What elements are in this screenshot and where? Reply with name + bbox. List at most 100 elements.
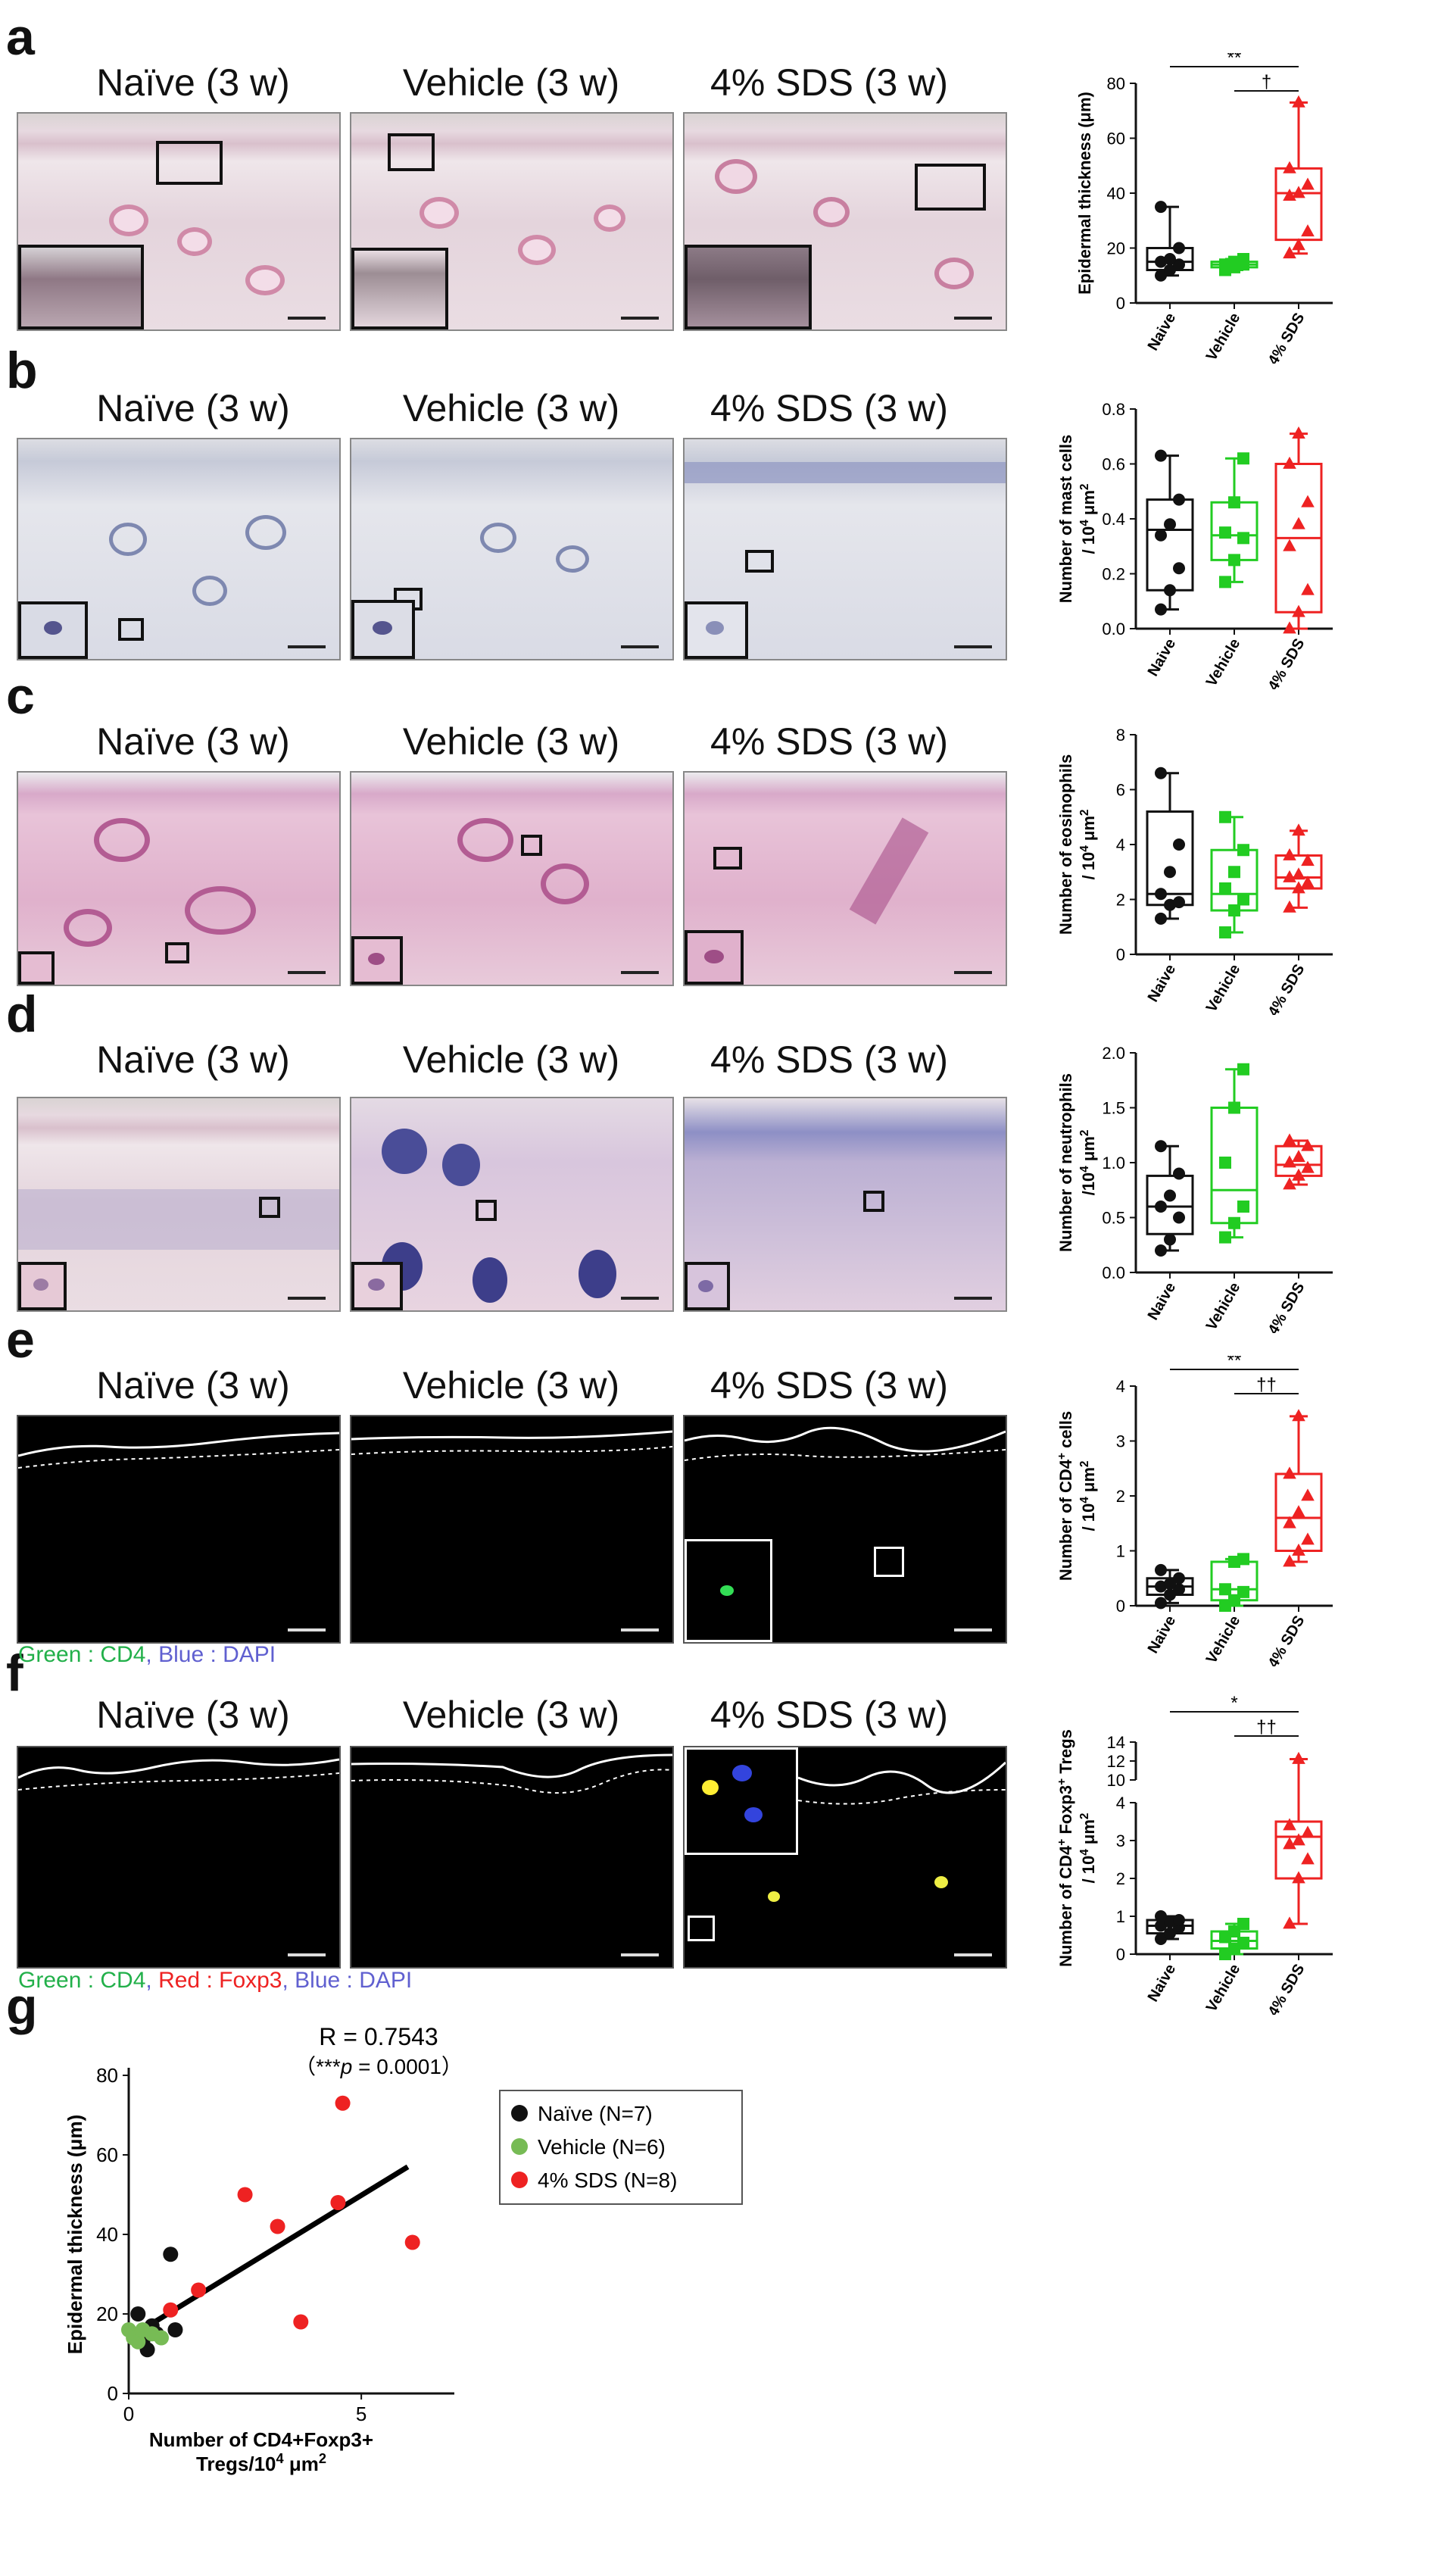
data-point <box>1228 1101 1240 1114</box>
caption-dapi: Blue : DAPI <box>295 1968 413 1993</box>
panel-label-d: d <box>6 985 38 1043</box>
y-tick-label: 2 <box>1116 1869 1125 1888</box>
data-point <box>1219 526 1231 539</box>
x-tick-label: 4% SDS <box>1265 962 1308 1016</box>
panel-label-a: a <box>6 8 35 66</box>
y-axis-label: Number of mast cells <box>1056 435 1075 604</box>
data-point <box>1173 1211 1185 1224</box>
condition-title: 4% SDS (3 w) <box>710 1364 948 1407</box>
epidermis-outline <box>18 1432 339 1469</box>
y-tick-label: 6 <box>1116 781 1125 800</box>
data-point <box>1155 767 1167 779</box>
y-tick-label: 1.5 <box>1102 1099 1125 1118</box>
data-point <box>1283 1133 1296 1146</box>
micrograph-e-vehicle <box>350 1415 674 1644</box>
legend-box <box>499 2090 743 2205</box>
y-tick-label: 0.0 <box>1102 1263 1125 1282</box>
y-tick-label: 40 <box>96 2223 118 2246</box>
condition-title: Vehicle (3 w) <box>402 61 620 104</box>
y-tick-label: 0.2 <box>1102 565 1125 584</box>
data-point <box>1283 1837 1296 1850</box>
data-point <box>1283 1916 1296 1929</box>
x-tick-label: 0 <box>123 2403 134 2425</box>
x-tick-label: Vehicle <box>1203 1613 1244 1667</box>
data-point <box>1301 1488 1315 1501</box>
significance-label: †† <box>1256 1717 1277 1738</box>
micrograph-a-vehicle <box>350 112 674 331</box>
data-point <box>1292 238 1305 251</box>
x-axis-label: Tregs/104 μm2 <box>196 2451 326 2475</box>
data-point <box>1164 866 1176 879</box>
data-point <box>1155 1140 1167 1153</box>
y-tick-label: 4 <box>1116 1377 1125 1396</box>
y-tick-label: 20 <box>1107 239 1125 258</box>
y-tick-label: 8 <box>1116 726 1125 745</box>
x-tick-label: 5 <box>356 2403 366 2425</box>
data-point <box>1164 584 1176 597</box>
legend-marker <box>511 2138 528 2155</box>
y-tick-label: 80 <box>1107 74 1125 93</box>
y-tick-label: 0.4 <box>1102 510 1125 529</box>
y-tick-label: 0.0 <box>1102 620 1125 639</box>
data-point <box>270 2218 285 2234</box>
data-point <box>1173 258 1185 271</box>
y-tick-label: 2 <box>1116 1487 1125 1506</box>
micrograph-b-vehicle <box>350 438 674 660</box>
data-point <box>1292 604 1305 617</box>
data-point <box>1219 926 1231 938</box>
micrograph-e-naive <box>17 1415 341 1644</box>
data-point <box>1155 529 1167 542</box>
condition-title: 4% SDS (3 w) <box>710 61 948 104</box>
data-point <box>1237 1201 1249 1213</box>
data-point <box>1283 456 1296 469</box>
data-point <box>1283 848 1296 860</box>
caption-separator: , <box>145 1642 159 1667</box>
correlation-r: R = 0.7543 <box>319 2023 438 2050</box>
boxplot-epidermal-thickness: 0 20 40 60 80 Epidermal thickness (μm) Naive Ve… <box>1075 53 1333 364</box>
data-point <box>1292 1168 1305 1181</box>
x-tick-label: 4% SDS <box>1265 636 1308 690</box>
x-tick-label: Vehicle <box>1203 311 1244 364</box>
data-point <box>1292 823 1305 836</box>
box <box>1210 501 1259 561</box>
data-point <box>1155 912 1167 925</box>
x-tick-label: 4% SDS <box>1265 1962 1308 2016</box>
box <box>1210 1107 1259 1225</box>
data-point <box>1301 495 1315 507</box>
data-point <box>1155 603 1167 616</box>
condition-title: Naïve (3 w) <box>96 387 290 429</box>
micrograph-b-naive <box>17 438 341 660</box>
condition-title: Naïve (3 w) <box>96 61 290 104</box>
y-axis-label: / 104 μm2 <box>1078 1461 1099 1532</box>
panel-label-c: c <box>6 667 35 725</box>
data-point <box>1283 539 1296 551</box>
data-point <box>1237 1918 1249 1930</box>
data-point <box>1164 1927 1176 1940</box>
data-point <box>1283 621 1296 634</box>
data-point <box>1164 518 1176 531</box>
micrograph-f-sds <box>683 1746 1007 1969</box>
data-point <box>1301 1160 1315 1173</box>
data-point <box>1292 517 1305 529</box>
y-axis-label: Number of neutrophils <box>1056 1073 1075 1252</box>
y-tick-label: 60 <box>1107 130 1125 148</box>
epidermis-outline <box>18 1758 339 1791</box>
micrograph-d-sds <box>683 1097 1007 1312</box>
data-point <box>1283 1554 1296 1567</box>
data-point <box>1219 810 1231 823</box>
data-point <box>1237 844 1249 857</box>
data-point <box>1292 1543 1305 1556</box>
data-point <box>130 2306 146 2322</box>
data-point <box>1173 1914 1185 1926</box>
scatter-correlation: 0 20 40 60 80 0 5 Epidermal thickness (μm) Numbe… <box>64 2023 743 2475</box>
data-point <box>1283 161 1296 173</box>
y-axis-label: Epidermal thickness (μm) <box>64 2115 86 2354</box>
data-point <box>1292 867 1305 880</box>
data-point <box>404 2234 420 2250</box>
caption-cd4: Green : CD4 <box>18 1642 146 1667</box>
data-point <box>1228 904 1240 916</box>
y-tick-label: 0 <box>1116 945 1125 964</box>
data-point <box>1283 1155 1296 1168</box>
data-point <box>1292 1409 1305 1422</box>
data-point <box>1237 532 1249 545</box>
